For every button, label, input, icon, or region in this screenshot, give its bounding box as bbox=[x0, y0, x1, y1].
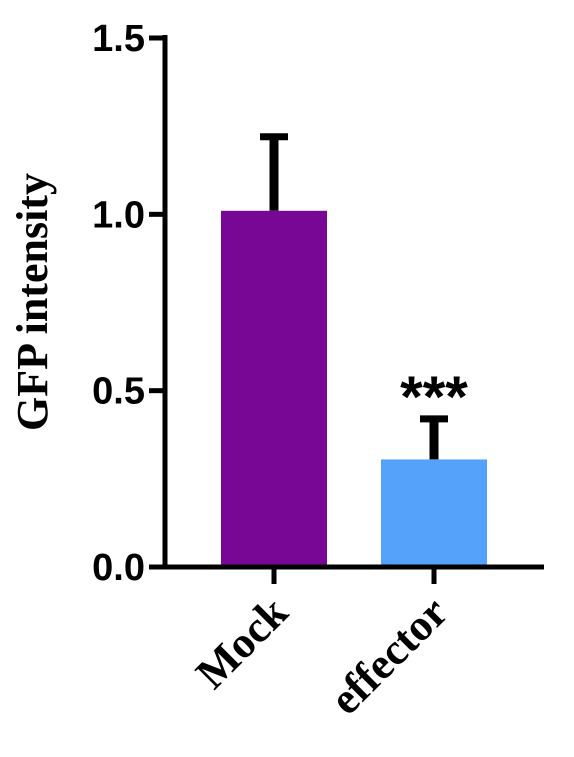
error-bar-effector bbox=[420, 415, 448, 460]
bar-mock bbox=[221, 210, 327, 567]
y-tick-label: 1.0 bbox=[92, 194, 145, 236]
y-tick-label: 0.5 bbox=[92, 371, 145, 413]
y-axis-title: GFP intensity bbox=[8, 173, 57, 431]
significance-label-effector: *** bbox=[400, 365, 468, 430]
error-bars: *** bbox=[260, 133, 468, 460]
axes bbox=[162, 35, 544, 584]
category-label-effector: effector bbox=[321, 587, 458, 724]
bar-effector bbox=[381, 459, 487, 567]
y-axis-ticks: 0.0 0.5 1.0 1.5 bbox=[92, 18, 165, 589]
category-label-mock: Mock bbox=[186, 587, 297, 698]
category-labels: Mock effector bbox=[186, 587, 457, 724]
y-tick-label: 1.5 bbox=[92, 18, 145, 60]
error-bar-mock bbox=[260, 133, 288, 211]
y-tick-label: 0.0 bbox=[92, 547, 145, 589]
bars bbox=[221, 210, 487, 567]
